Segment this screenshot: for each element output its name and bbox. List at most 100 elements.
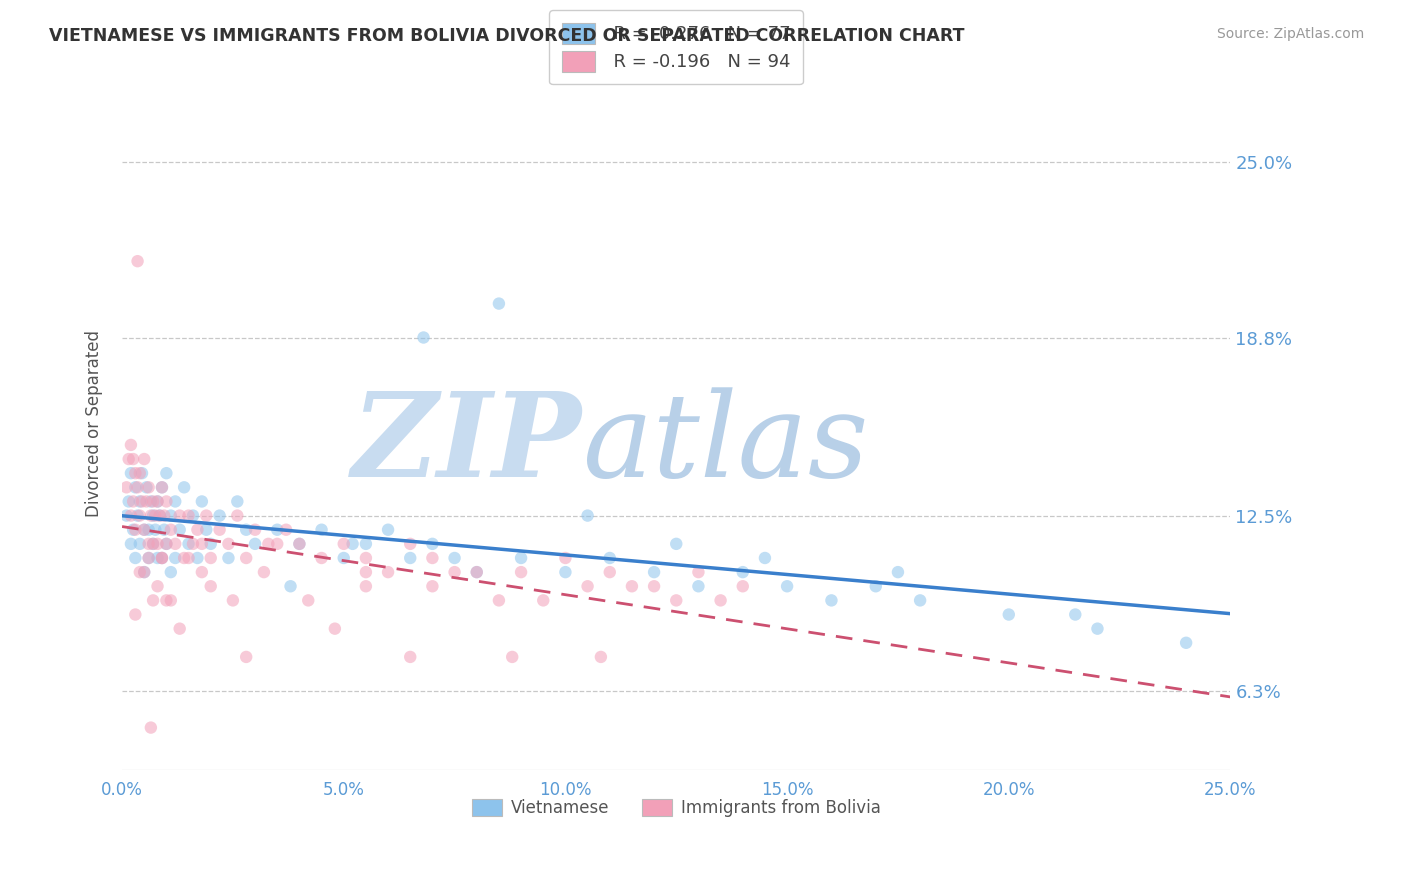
Point [280, 579, 302, 593]
Point [146, 494, 169, 508]
Point [422, 537, 444, 551]
Point [134, 452, 156, 467]
Point [412, 330, 434, 344]
Point [243, 537, 266, 551]
Point [131, 494, 153, 508]
Point [399, 551, 422, 566]
Point [354, 579, 377, 593]
Point [688, 579, 710, 593]
Point [665, 593, 688, 607]
Point [195, 508, 218, 523]
Point [200, 537, 222, 551]
Point [235, 523, 257, 537]
Point [127, 508, 149, 523]
Point [118, 452, 141, 467]
Point [599, 565, 621, 579]
Point [342, 537, 364, 551]
Point [710, 593, 733, 607]
Point [128, 508, 150, 523]
Point [124, 480, 146, 494]
Point [128, 466, 150, 480]
Point [226, 494, 249, 508]
Point [399, 537, 422, 551]
Point [354, 565, 377, 579]
Point [150, 551, 173, 566]
Point [165, 494, 187, 508]
Point [186, 551, 208, 566]
Point [181, 508, 204, 523]
Point [155, 537, 177, 551]
Point [222, 593, 245, 607]
Point [217, 537, 239, 551]
Point [191, 565, 214, 579]
Point [354, 551, 377, 566]
Point [159, 523, 181, 537]
Point [155, 537, 177, 551]
Point [135, 494, 157, 508]
Point [510, 551, 533, 566]
Point [908, 593, 931, 607]
Point [865, 579, 887, 593]
Point [115, 480, 138, 494]
Point [143, 523, 166, 537]
Point [235, 551, 257, 566]
Point [142, 593, 165, 607]
Point [138, 523, 160, 537]
Point [124, 523, 146, 537]
Point [128, 537, 150, 551]
Point [311, 523, 333, 537]
Point [288, 537, 311, 551]
Point [146, 579, 169, 593]
Point [599, 551, 621, 566]
Point [118, 494, 141, 508]
Point [377, 565, 399, 579]
Point [135, 480, 157, 494]
Point [443, 565, 465, 579]
Point [643, 565, 665, 579]
Point [1064, 607, 1087, 622]
Point [153, 508, 176, 523]
Point [266, 537, 288, 551]
Point [589, 649, 612, 664]
Point [115, 508, 138, 523]
Point [177, 508, 200, 523]
Point [488, 296, 510, 310]
Point [323, 622, 346, 636]
Text: VIETNAMESE VS IMMIGRANTS FROM BOLIVIA DIVORCED OR SEPARATED CORRELATION CHART: VIETNAMESE VS IMMIGRANTS FROM BOLIVIA DI… [49, 27, 965, 45]
Point [122, 523, 145, 537]
Point [186, 523, 208, 537]
Point [120, 466, 142, 480]
Point [165, 537, 187, 551]
Point [128, 565, 150, 579]
Point [139, 494, 162, 508]
Point [501, 649, 523, 664]
Point [134, 565, 156, 579]
Point [531, 593, 554, 607]
Point [150, 551, 173, 566]
Point [124, 466, 146, 480]
Point [173, 551, 195, 566]
Point [150, 480, 173, 494]
Point [274, 523, 297, 537]
Point [422, 551, 444, 566]
Point [134, 565, 156, 579]
Point [200, 579, 222, 593]
Point [217, 551, 239, 566]
Point [887, 565, 910, 579]
Point [443, 551, 465, 566]
Point [332, 537, 354, 551]
Point [143, 508, 166, 523]
Point [200, 551, 222, 566]
Point [253, 565, 276, 579]
Point [138, 551, 160, 566]
Point [399, 649, 422, 664]
Point [127, 480, 149, 494]
Point [134, 523, 156, 537]
Text: atlas: atlas [582, 387, 869, 502]
Point [377, 523, 399, 537]
Point [243, 523, 266, 537]
Point [142, 494, 165, 508]
Point [128, 494, 150, 508]
Point [731, 565, 754, 579]
Point [142, 537, 165, 551]
